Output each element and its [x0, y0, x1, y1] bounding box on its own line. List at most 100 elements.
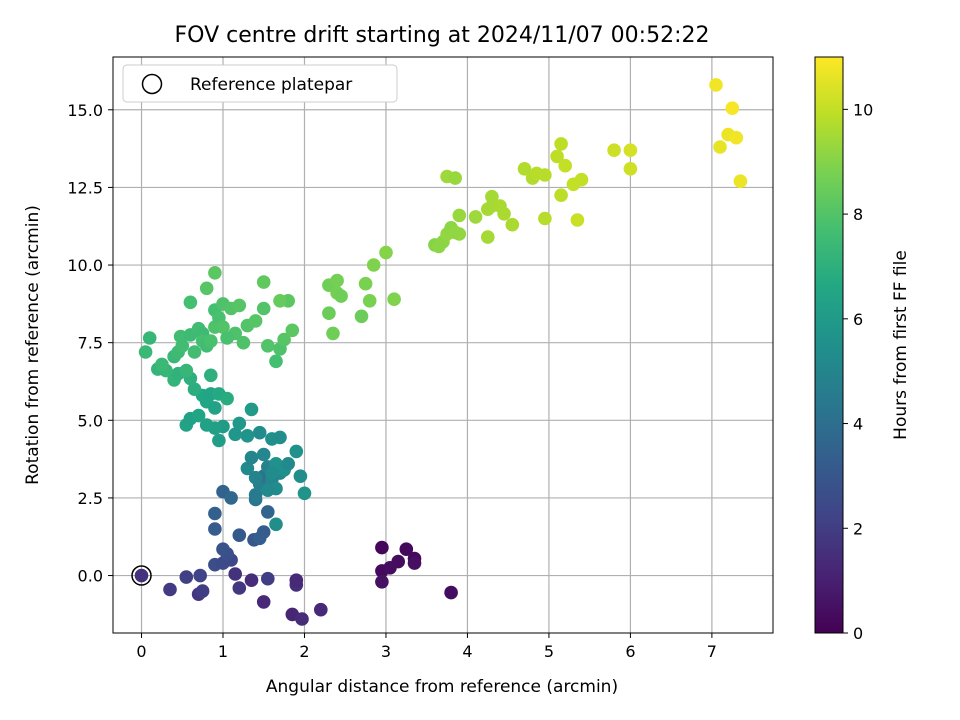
data-point	[407, 556, 422, 570]
data-point	[256, 525, 271, 539]
y-tick-label: 10.0	[67, 256, 103, 275]
y-axis: 0.0 2.5 5.0 7.5 10.0 12.5 15.0	[67, 101, 113, 586]
y-tick-label: 0.0	[78, 567, 103, 586]
colorbar-tick-label: 8	[853, 205, 863, 224]
data-point	[216, 542, 230, 556]
data-point	[220, 391, 234, 406]
data-point	[261, 571, 275, 586]
x-tick-label: 1	[218, 642, 228, 661]
data-point	[285, 323, 300, 338]
data-point	[729, 130, 744, 145]
colorbar-tick-label: 6	[853, 310, 863, 329]
x-tick-label: 7	[707, 642, 717, 661]
data-point	[297, 486, 312, 501]
data-point	[269, 517, 283, 532]
data-point	[261, 339, 275, 353]
x-tick-label: 4	[462, 642, 472, 661]
data-point	[358, 276, 373, 291]
data-point	[228, 427, 242, 442]
data-point	[538, 168, 552, 182]
data-point	[273, 430, 287, 445]
data-point	[375, 540, 389, 555]
x-tick-label: 5	[544, 642, 554, 661]
data-point	[452, 227, 467, 241]
data-point	[163, 582, 177, 597]
plot-frame	[112, 56, 774, 634]
colorbar-ticks: 0 2 4 6 8 10	[843, 100, 873, 643]
data-point	[354, 309, 369, 324]
data-point	[452, 208, 467, 223]
data-point	[193, 568, 207, 583]
data-point	[240, 461, 255, 476]
data-point	[244, 402, 259, 417]
x-axis-label: Angular distance from reference (arcmin)	[266, 677, 618, 697]
data-point	[293, 469, 308, 484]
data-point	[248, 314, 263, 328]
plot-area	[112, 56, 774, 634]
data-point	[709, 78, 723, 92]
data-point	[224, 491, 238, 505]
data-point	[244, 573, 259, 587]
data-point	[574, 172, 589, 187]
data-point	[187, 382, 202, 397]
data-point	[362, 294, 377, 308]
data-point	[277, 332, 291, 347]
data-point	[228, 567, 242, 581]
data-point	[623, 143, 638, 157]
data-point	[248, 488, 263, 502]
data-point	[289, 444, 304, 459]
data-point	[570, 213, 585, 227]
data-point	[322, 306, 336, 321]
data-point	[375, 575, 389, 589]
data-point	[399, 542, 414, 556]
data-point	[236, 335, 251, 350]
data-point	[220, 331, 234, 345]
data-point	[212, 433, 226, 448]
data-point	[295, 612, 309, 626]
data-point	[623, 162, 638, 176]
data-point	[444, 585, 458, 600]
legend-marker-reference	[141, 73, 163, 95]
data-point	[326, 326, 340, 341]
data-point	[179, 363, 194, 378]
colorbar: 0 2 4 6 8 10 Hours from first FF file	[814, 56, 911, 643]
data-point	[468, 210, 483, 224]
data-point	[252, 425, 267, 440]
data-point	[208, 506, 222, 521]
data-point	[550, 149, 564, 164]
data-point	[517, 162, 532, 176]
x-tick-label: 6	[625, 642, 635, 661]
data-point	[187, 345, 202, 359]
data-point	[256, 595, 271, 609]
data-point	[554, 188, 568, 202]
data-point	[199, 418, 214, 432]
data-point	[379, 245, 393, 260]
chart-title: FOV centre drift starting at 2024/11/07 …	[175, 23, 710, 48]
data-point	[314, 602, 328, 617]
data-point	[142, 331, 157, 345]
x-tick-label: 2	[299, 642, 309, 661]
data-point	[232, 416, 247, 431]
data-point	[232, 298, 247, 313]
colorbar-gradient	[814, 56, 844, 634]
data-point	[387, 292, 401, 307]
x-tick-label: 3	[381, 642, 391, 661]
colorbar-label: Hours from first FF file	[891, 250, 911, 440]
data-point	[448, 171, 463, 185]
colorbar-tick-label: 2	[853, 519, 863, 538]
data-point	[269, 354, 283, 369]
colorbar-tick-label: 0	[853, 624, 863, 643]
data-point	[179, 570, 194, 584]
data-point	[261, 483, 275, 498]
y-tick-label: 12.5	[67, 178, 103, 197]
x-axis: 0 1 2 3 4 5 6 7	[136, 633, 717, 661]
data-point	[538, 211, 552, 226]
data-point	[330, 273, 344, 288]
data-point	[289, 573, 304, 587]
legend-box	[122, 64, 398, 103]
data-point	[244, 450, 259, 465]
data-point	[497, 207, 511, 221]
data-point	[183, 295, 198, 310]
